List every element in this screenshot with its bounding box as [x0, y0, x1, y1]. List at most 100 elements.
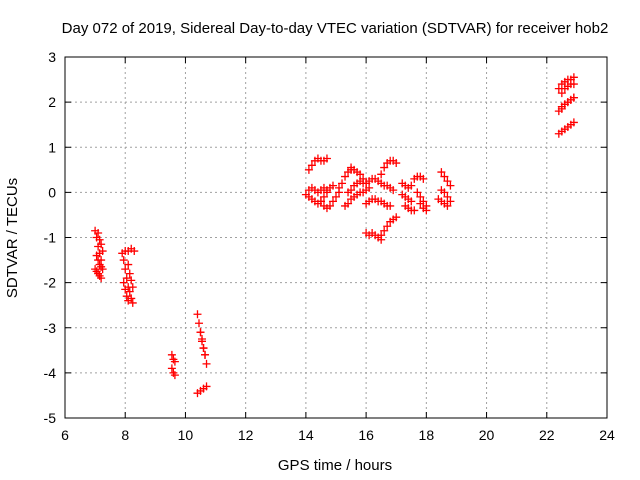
data-point [443, 177, 452, 186]
data-point [557, 104, 566, 113]
data-point [392, 159, 401, 168]
x-tick-label: 12 [238, 427, 254, 443]
data-point [325, 201, 334, 210]
data-point [202, 359, 211, 368]
data-point [338, 179, 347, 188]
data-point [389, 186, 398, 195]
data-point [202, 382, 211, 391]
data-point [365, 183, 374, 192]
data-point [97, 274, 106, 283]
data-point [443, 192, 452, 201]
data-point [94, 256, 103, 265]
data-point [344, 199, 353, 208]
y-tick-label: -4 [44, 365, 57, 381]
data-point [98, 265, 107, 274]
data-point [446, 197, 455, 206]
y-tick-label: -3 [44, 320, 57, 336]
y-tick-label: 3 [48, 49, 56, 65]
data-point [407, 197, 416, 206]
data-point [128, 283, 137, 292]
data-point [383, 222, 392, 231]
data-point [167, 350, 176, 359]
data-point [416, 192, 425, 201]
grid [65, 57, 607, 418]
data-point [170, 371, 179, 380]
data-point [125, 269, 134, 278]
data-point [335, 183, 344, 192]
data-point [130, 247, 139, 256]
data-point [97, 240, 106, 249]
data-point [422, 206, 431, 215]
y-tick-label: -5 [44, 410, 57, 426]
data-point [380, 226, 389, 235]
data-point [121, 265, 130, 274]
data-point [95, 235, 104, 244]
data-point [386, 201, 395, 210]
data-point [119, 256, 128, 265]
data-point [199, 344, 208, 353]
data-point [380, 163, 389, 172]
data-point [122, 274, 131, 283]
data-point [419, 174, 428, 183]
data-point [127, 276, 136, 285]
data-point [413, 188, 422, 197]
data-point [121, 285, 130, 294]
data-point [322, 154, 331, 163]
data-point [322, 188, 331, 197]
data-point [569, 93, 578, 102]
y-tick-label: 2 [48, 94, 56, 110]
y-tick-label: 0 [48, 184, 56, 200]
data-point [377, 231, 386, 240]
data-point [98, 247, 107, 256]
data-point [446, 181, 455, 190]
data-point [557, 89, 566, 98]
data-point [443, 201, 452, 210]
data-point [125, 287, 134, 296]
data-point [569, 73, 578, 82]
data-point [304, 165, 313, 174]
data-point [328, 197, 337, 206]
x-tick-label: 16 [358, 427, 374, 443]
data-point [194, 319, 203, 328]
y-tick-label: -2 [44, 275, 57, 291]
data-point [437, 168, 446, 177]
data-point [356, 170, 365, 179]
x-tick-label: 20 [479, 427, 495, 443]
x-tick-label: 10 [178, 427, 194, 443]
data-point [569, 118, 578, 127]
data-point [94, 228, 103, 237]
data-point [440, 188, 449, 197]
data-point [328, 181, 337, 190]
data-point [92, 251, 101, 260]
data-point [124, 260, 133, 269]
data-point [347, 186, 356, 195]
data-point [193, 310, 202, 319]
x-tick-label: 14 [298, 427, 314, 443]
data-point [410, 206, 419, 215]
data-point [341, 172, 350, 181]
data-point [307, 161, 316, 170]
data-point [201, 350, 210, 359]
chart-title: Day 072 of 2019, Sidereal Day-to-day VTE… [62, 20, 609, 37]
data-point [407, 181, 416, 190]
x-axis-label: GPS time / hours [278, 457, 392, 474]
data-point [316, 197, 325, 206]
data-point [122, 292, 131, 301]
data-point [377, 170, 386, 179]
data-point [440, 172, 449, 181]
data-point [198, 335, 207, 344]
x-tick-label: 24 [599, 427, 615, 443]
y-axis-label: SDTVAR / TECUs [4, 178, 21, 298]
data-point [170, 357, 179, 366]
data-points [91, 73, 578, 398]
x-tick-label: 6 [61, 427, 69, 443]
data-point [167, 364, 176, 373]
data-point [124, 296, 133, 305]
data-point [332, 192, 340, 201]
y-tick-label: -1 [44, 230, 57, 246]
data-point [196, 328, 205, 337]
data-point [128, 298, 137, 307]
y-tick-label: 1 [48, 139, 56, 155]
